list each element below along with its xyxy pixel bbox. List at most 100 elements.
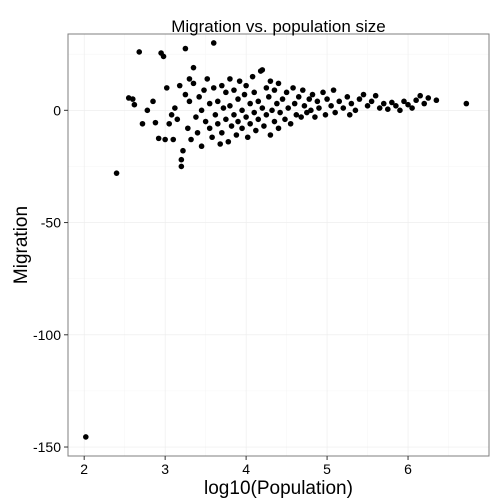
data-point xyxy=(323,112,329,118)
data-point xyxy=(227,76,233,82)
data-point xyxy=(239,108,245,114)
data-point xyxy=(251,110,257,116)
data-point xyxy=(231,87,237,93)
data-point xyxy=(332,110,338,116)
data-point xyxy=(199,108,205,114)
x-tick-label: 3 xyxy=(161,461,169,477)
data-point xyxy=(250,74,256,80)
data-point xyxy=(413,97,419,103)
data-point xyxy=(381,101,387,107)
data-point xyxy=(261,123,267,129)
data-point xyxy=(204,76,210,82)
x-tick-label: 5 xyxy=(323,461,331,477)
data-point xyxy=(434,97,440,103)
data-point xyxy=(221,105,227,111)
data-point xyxy=(164,85,170,91)
data-point xyxy=(193,114,199,120)
data-point xyxy=(306,96,312,102)
data-point xyxy=(393,103,399,109)
data-point xyxy=(187,76,193,82)
data-point xyxy=(268,132,274,138)
y-tick-label: -100 xyxy=(33,327,61,343)
data-point xyxy=(272,87,278,93)
data-point xyxy=(253,128,259,134)
data-point xyxy=(156,136,162,142)
data-point xyxy=(247,101,253,107)
x-tick-label: 2 xyxy=(80,461,88,477)
data-point xyxy=(282,116,288,122)
data-point xyxy=(227,103,233,109)
data-point xyxy=(268,78,274,84)
data-point xyxy=(369,99,375,105)
data-point xyxy=(231,112,237,118)
data-point xyxy=(226,139,232,145)
data-point xyxy=(280,96,286,102)
data-point xyxy=(312,114,318,120)
data-point xyxy=(223,116,229,122)
data-point xyxy=(336,99,342,105)
data-point xyxy=(166,121,172,127)
data-point xyxy=(207,125,213,131)
data-point xyxy=(300,87,306,93)
x-axis-label: log10(Population) xyxy=(204,478,353,499)
data-point xyxy=(187,99,193,105)
data-point xyxy=(251,90,257,96)
data-point xyxy=(361,92,367,98)
data-point xyxy=(170,137,176,143)
data-point xyxy=(328,103,334,109)
data-point xyxy=(353,108,359,114)
data-point xyxy=(345,94,351,100)
data-point xyxy=(296,94,302,100)
data-point xyxy=(269,108,275,114)
data-point xyxy=(211,40,217,46)
data-point xyxy=(203,119,209,125)
data-point xyxy=(308,108,314,114)
data-point xyxy=(302,103,308,109)
data-point xyxy=(191,81,197,87)
data-point xyxy=(298,114,304,120)
y-tick-label: -150 xyxy=(33,439,61,455)
data-point xyxy=(180,148,186,154)
data-point xyxy=(277,110,283,116)
y-tick-label: 0 xyxy=(53,102,61,118)
data-point xyxy=(425,95,431,101)
data-point xyxy=(150,99,156,105)
data-point xyxy=(421,101,427,107)
data-point xyxy=(324,96,330,102)
data-point xyxy=(276,125,282,131)
data-point xyxy=(315,99,321,105)
x-tick-label: 4 xyxy=(242,461,250,477)
data-point xyxy=(162,137,168,143)
data-point xyxy=(161,54,167,60)
data-point xyxy=(183,92,189,98)
data-point xyxy=(183,46,189,52)
data-point xyxy=(385,106,391,112)
data-point xyxy=(169,112,175,118)
points-layer xyxy=(83,40,469,440)
data-point xyxy=(130,96,136,102)
data-point xyxy=(223,90,229,96)
data-point xyxy=(237,78,243,84)
data-point xyxy=(132,102,138,108)
data-point xyxy=(243,114,249,120)
data-point xyxy=(247,121,253,127)
data-point xyxy=(290,85,296,91)
data-point xyxy=(219,130,225,136)
data-point xyxy=(260,105,266,111)
data-point xyxy=(417,93,423,99)
y-axis-label: Migration xyxy=(11,206,32,284)
data-point xyxy=(145,108,151,114)
data-point xyxy=(179,164,185,170)
data-point xyxy=(172,105,178,111)
chart-title: Migration vs. population size xyxy=(171,17,386,36)
data-point xyxy=(196,94,202,100)
data-point xyxy=(235,96,241,102)
data-point xyxy=(179,157,185,163)
data-point xyxy=(285,105,291,111)
data-point xyxy=(284,90,290,96)
data-point xyxy=(242,92,248,98)
data-point xyxy=(153,120,159,126)
data-point xyxy=(357,96,363,102)
data-point xyxy=(191,65,197,71)
data-point xyxy=(209,134,215,140)
